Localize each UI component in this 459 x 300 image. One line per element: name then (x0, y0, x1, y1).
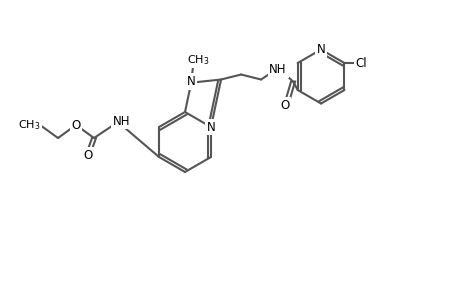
Text: CH$_3$: CH$_3$ (17, 118, 40, 132)
Text: O: O (71, 118, 80, 131)
Text: N: N (186, 75, 195, 88)
Text: CH$_3$: CH$_3$ (187, 53, 209, 67)
Text: NH: NH (269, 63, 286, 76)
Text: O: O (83, 148, 92, 161)
Text: O: O (280, 99, 289, 112)
Text: N: N (206, 121, 215, 134)
Text: N: N (316, 43, 325, 56)
Text: NH: NH (113, 115, 130, 128)
Text: Cl: Cl (355, 56, 366, 70)
